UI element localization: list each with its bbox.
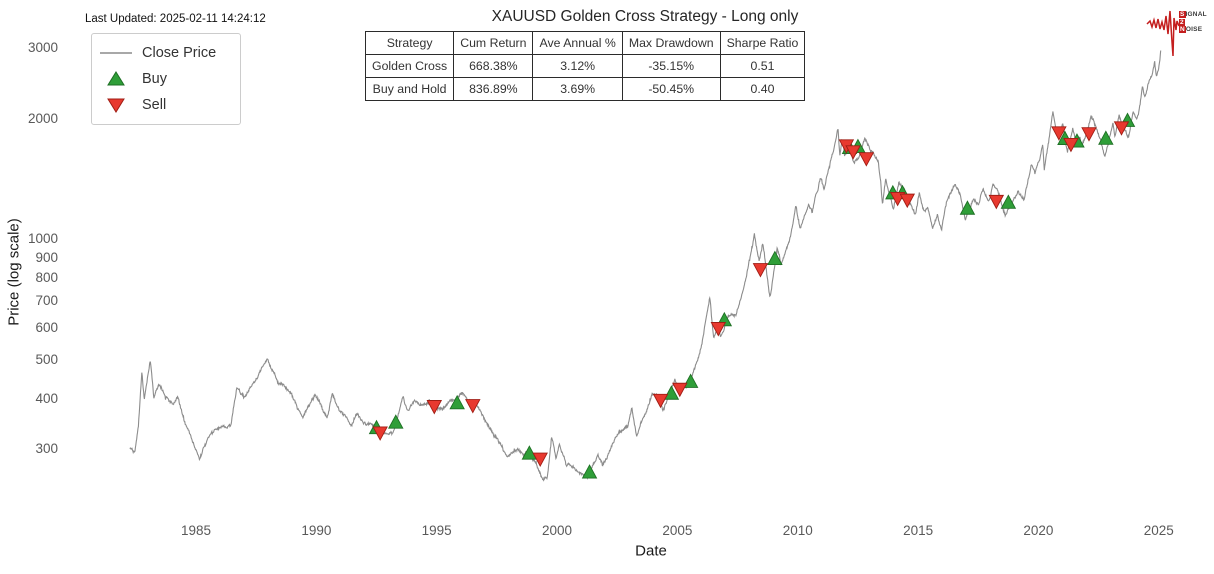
stats-row: Golden Cross 668.38% 3.12% -35.15% 0.51 — [364, 54, 806, 78]
x-tick-label: 2015 — [903, 523, 934, 538]
x-axis-label: Date — [635, 542, 667, 560]
waveform-icon — [1146, 10, 1180, 57]
close-price-line — [129, 50, 1162, 482]
stats-cell: 0.40 — [719, 77, 806, 101]
sell-marker — [1081, 127, 1097, 142]
stats-cell: 3.12% — [532, 54, 623, 78]
y-tick-label: 400 — [35, 390, 58, 406]
buy-marker — [959, 200, 976, 215]
chart-title: XAUUSD Golden Cross Strategy - Long only — [491, 8, 799, 25]
legend-label: Close Price — [142, 45, 217, 61]
buy-marker — [767, 250, 783, 265]
logo-letter-2: 2 — [1179, 18, 1185, 26]
stats-cell: 3.69% — [532, 77, 623, 101]
stats-cell: 836.89% — [453, 77, 534, 101]
buy-marker — [1000, 194, 1017, 209]
x-tick-label: 2005 — [662, 523, 693, 538]
stats-cell: Strategy — [364, 31, 455, 55]
logo-letter-n: N — [1179, 26, 1186, 33]
legend-item-close-price: Close Price — [100, 40, 230, 66]
buy-marker — [682, 373, 699, 388]
stats-cell: Sharpe Ratio — [719, 31, 806, 55]
sell-marker — [1113, 121, 1130, 136]
buy-triangle-icon — [100, 71, 132, 87]
y-tick-label: 2000 — [27, 110, 58, 126]
y-tick-label: 300 — [35, 441, 58, 456]
legend-item-buy: Buy — [100, 66, 230, 92]
sell-marker — [988, 194, 1005, 210]
y-tick-label: 700 — [35, 293, 58, 309]
buy-marker — [1098, 130, 1114, 145]
stats-cell: 668.38% — [453, 54, 534, 78]
stats-table: Strategy Cum Return Ave Annual % Max Drawdo… — [364, 31, 806, 101]
logo-text: SIGNAL 2 NOISE — [1179, 11, 1207, 33]
x-tick-label: 1995 — [421, 523, 452, 538]
sell-marker — [752, 263, 769, 278]
buy-marker — [449, 394, 465, 410]
sell-marker — [672, 382, 688, 398]
stats-cell: -35.15% — [621, 54, 721, 78]
x-tick-label: 2025 — [1143, 523, 1174, 538]
sell-marker — [710, 322, 727, 337]
legend-item-sell: Sell — [100, 92, 230, 118]
x-tick-label: 2010 — [782, 523, 813, 538]
sell-marker — [845, 145, 861, 160]
stats-cell: Buy and Hold — [364, 77, 455, 101]
stats-header-row: Strategy Cum Return Ave Annual % Max Drawdo… — [364, 31, 806, 55]
legend-label: Sell — [142, 97, 167, 113]
x-tick-label: 1985 — [180, 523, 212, 538]
x-tick-label: 2000 — [542, 523, 573, 538]
sell-marker — [858, 152, 875, 167]
logo-letter-s: S — [1179, 11, 1186, 18]
sell-marker — [532, 452, 548, 467]
stats-cell: -50.45% — [621, 77, 721, 101]
y-tick-label: 900 — [35, 249, 58, 265]
x-tick-label: 2020 — [1023, 523, 1054, 538]
sell-marker — [652, 393, 669, 409]
y-tick-label: 3000 — [27, 40, 58, 55]
y-tick-label: 1000 — [27, 231, 58, 247]
sell-marker — [1063, 138, 1079, 153]
y-tick-label: 600 — [35, 320, 58, 336]
signal2noise-logo: SIGNAL 2 NOISE — [1146, 4, 1214, 60]
stats-cell: Cum Return — [453, 31, 534, 55]
buy-marker — [663, 385, 680, 400]
sell-marker — [1051, 126, 1067, 141]
y-tick-label: 500 — [35, 352, 58, 368]
sell-marker — [426, 400, 443, 415]
legend: Close Price Buy Sell — [91, 33, 241, 125]
stats-cell: Ave Annual % — [532, 31, 623, 55]
sell-marker — [372, 426, 388, 441]
sell-marker — [899, 193, 916, 209]
y-tick-label: 800 — [35, 270, 58, 286]
legend-label: Buy — [142, 71, 167, 87]
stats-row: Buy and Hold 836.89% 3.69% -50.45% 0.40 — [364, 77, 806, 101]
sell-triangle-icon — [100, 97, 132, 113]
stats-cell: Golden Cross — [364, 54, 455, 78]
buy-marker — [388, 414, 404, 429]
stats-cell: 0.51 — [719, 54, 806, 78]
stats-cell: Max Drawdown — [621, 31, 721, 55]
x-tick-label: 1990 — [301, 523, 332, 538]
close-price-line-swatch — [100, 51, 132, 55]
buy-marker — [581, 464, 598, 479]
sell-marker — [465, 399, 481, 414]
last-updated-text: Last Updated: 2025-02-11 14:24:12 — [85, 13, 266, 25]
